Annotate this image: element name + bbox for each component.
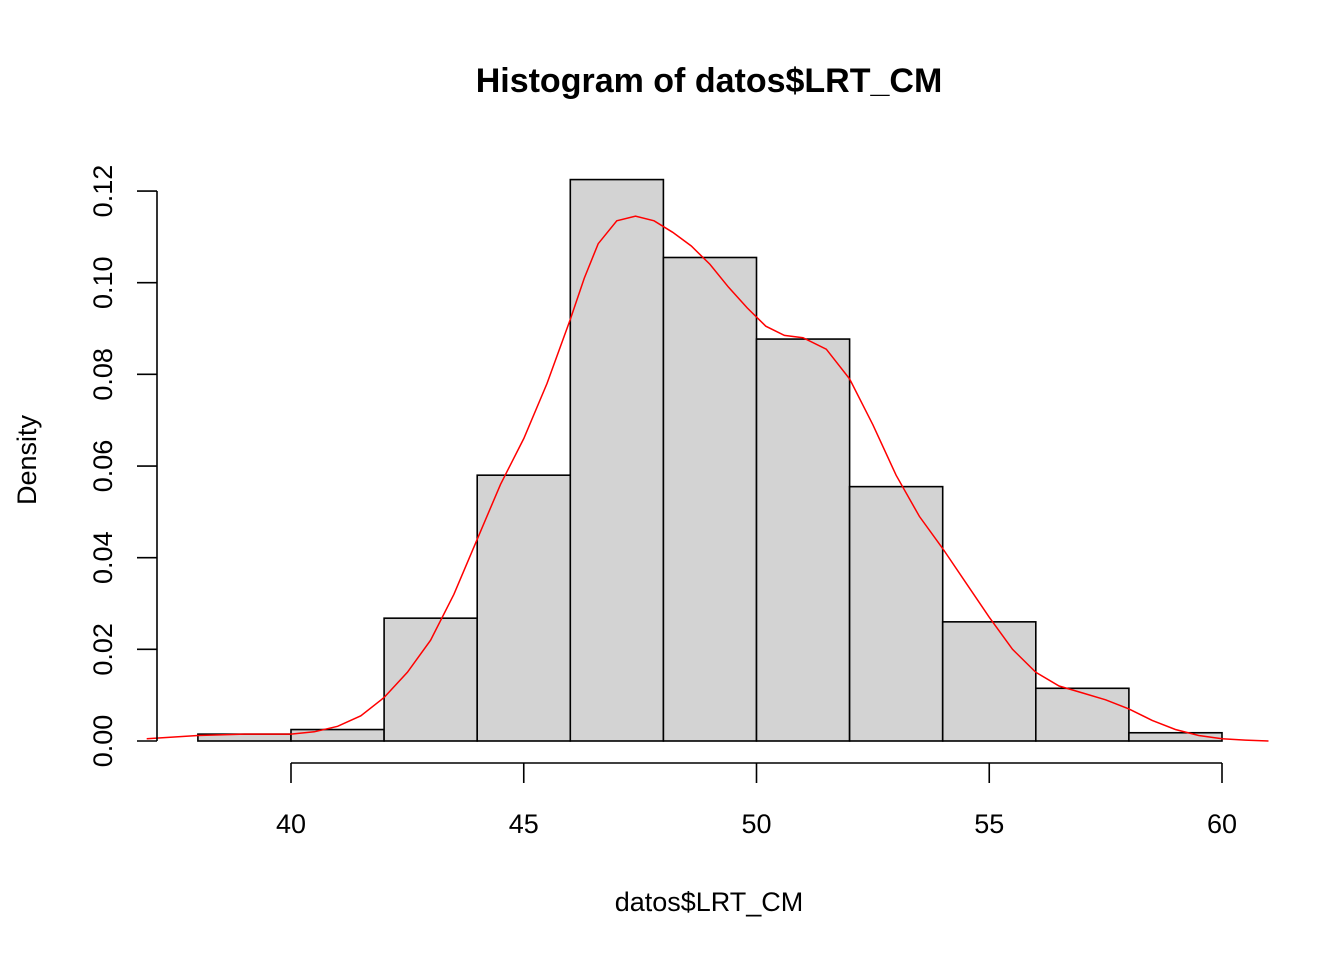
- histogram-bar: [848, 485, 944, 742]
- x-tick-label: 45: [509, 809, 539, 839]
- histogram-bar: [941, 621, 1037, 742]
- x-tick-label: 55: [974, 809, 1004, 839]
- y-tick-label: 0.08: [88, 348, 118, 401]
- histogram-bar: [476, 474, 572, 742]
- x-tick-label: 60: [1207, 809, 1237, 839]
- histogram-bar: [383, 617, 479, 742]
- y-tick-label: 0.10: [88, 256, 118, 309]
- histogram-bar: [1128, 731, 1223, 742]
- x-axis-label: datos$LRT_CM: [615, 887, 804, 917]
- histogram-bar: [755, 338, 851, 742]
- x-axis: 40 45 50 55 60: [276, 762, 1237, 839]
- y-axis: 0.00 0.02 0.04 0.06 0.08 0.10 0.12: [88, 165, 158, 768]
- histogram-bar: [1035, 687, 1130, 742]
- y-tick-label: 0.02: [88, 623, 118, 676]
- x-tick-label: 50: [741, 809, 771, 839]
- y-tick-label: 0.12: [88, 165, 118, 218]
- histogram-bars: [197, 178, 1223, 742]
- y-axis-label: Density: [12, 414, 42, 505]
- y-tick-label: 0.04: [88, 531, 118, 584]
- density-curve: [146, 215, 1269, 742]
- histogram-bar: [569, 178, 665, 742]
- y-tick-label: 0.06: [88, 440, 118, 493]
- histogram-bar: [662, 256, 758, 742]
- chart-title: Histogram of datos$LRT_CM: [476, 62, 943, 100]
- x-tick-label: 40: [276, 809, 306, 839]
- histogram-bar: [290, 728, 385, 742]
- y-tick-label: 0.00: [88, 715, 118, 768]
